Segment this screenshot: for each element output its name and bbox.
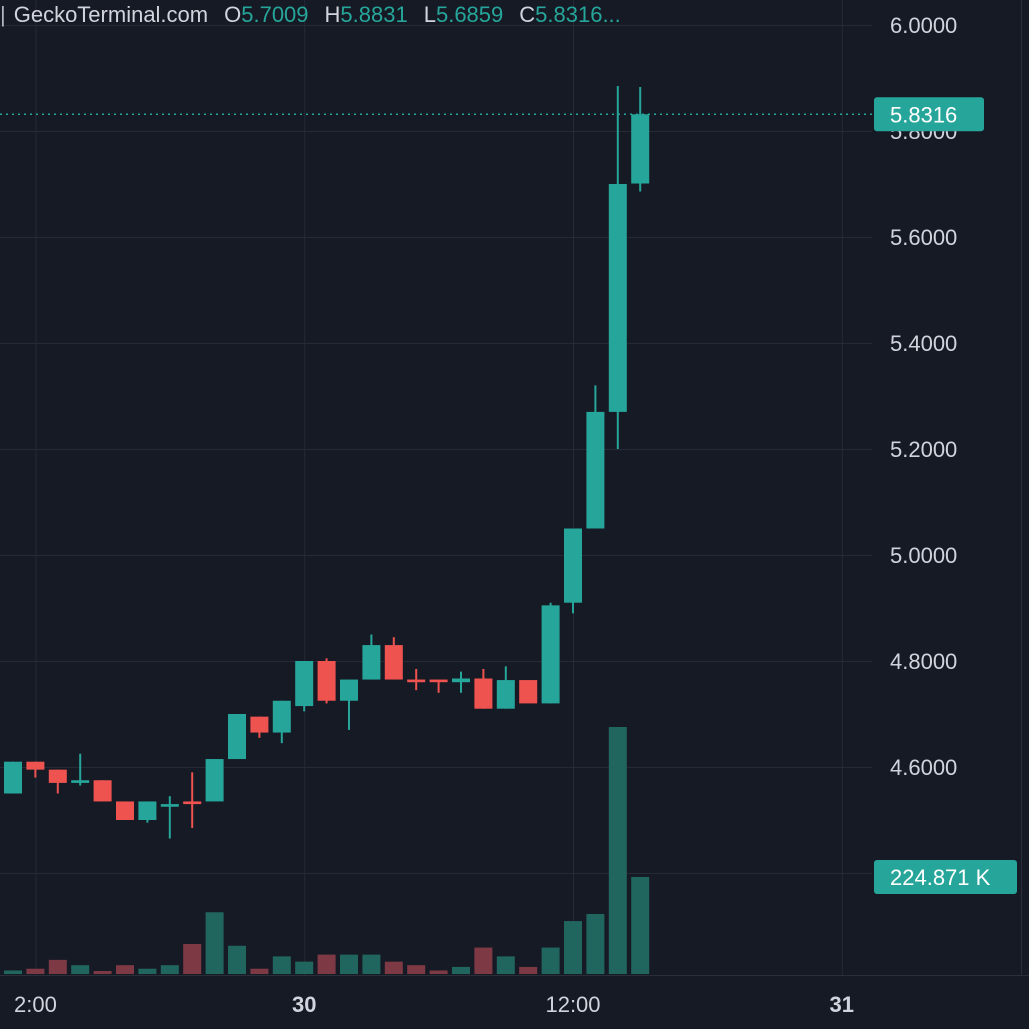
source-label: GeckoTerminal.com: [13, 2, 209, 27]
volume-bar-up: [160, 965, 179, 974]
volume-bar-down: [26, 968, 45, 974]
x-tick-label: 2:00: [14, 992, 57, 1017]
y-tick-label: 5.0000: [890, 543, 957, 568]
volume-bar-up: [205, 912, 224, 974]
candle-body-up: [631, 114, 650, 184]
candle-body-down: [93, 780, 112, 802]
candle-body-down: [317, 661, 336, 701]
candle-body-up: [71, 780, 90, 783]
volume-bar-down: [250, 968, 269, 974]
candle-body-up: [272, 700, 291, 733]
candle-body-down: [474, 678, 493, 709]
last-price-badge: [874, 97, 984, 132]
volume-bar-up: [340, 954, 358, 974]
volume-bar-down: [317, 954, 336, 974]
open-label: O: [224, 2, 242, 27]
volume-bar-down: [183, 944, 202, 974]
volume-bar-up: [586, 914, 605, 974]
candle-body-down: [407, 679, 426, 683]
candle-body-up: [564, 528, 582, 603]
candle-body-up: [496, 680, 515, 709]
candle-body-up: [160, 804, 179, 807]
candle-body-down: [116, 801, 134, 820]
volume-bar-up: [564, 921, 582, 974]
candle-body-down: [26, 761, 45, 770]
volume-bar-up: [452, 966, 470, 974]
volume-bar-up: [362, 954, 381, 974]
volume-bar-down: [519, 966, 538, 974]
last-price-label: 5.8316: [890, 102, 957, 127]
candle-body-down: [384, 645, 403, 680]
volume-bar-down: [384, 961, 403, 974]
volume-bar-down: [474, 947, 493, 974]
volume-bar-up: [71, 965, 90, 974]
volume-bar-down: [48, 959, 67, 974]
volume-bar-down: [116, 965, 134, 974]
candle-body-up: [4, 761, 22, 794]
low-value: 5.6859: [435, 2, 504, 27]
y-tick-label: 4.8000: [890, 649, 957, 674]
ohlc-header: | GeckoTerminal.com O 5.7009 H 5.8831 L …: [0, 0, 621, 30]
candle-body-up: [138, 801, 157, 820]
x-tick-label: 30: [292, 992, 316, 1017]
volume-label: 224.871 K: [890, 865, 991, 890]
low-label: L: [423, 2, 436, 27]
candle-body-down: [48, 769, 67, 783]
y-tick-label: 5.4000: [890, 331, 957, 356]
candle-body-up: [452, 678, 470, 683]
candle-body-up: [608, 184, 627, 412]
volume-bar-down: [429, 970, 448, 974]
y-tick-label: 5.2000: [890, 437, 957, 462]
candle-body-up: [295, 661, 314, 707]
candle-body-up: [340, 679, 358, 701]
candle-body-down: [429, 679, 448, 683]
close-label: C: [519, 2, 536, 27]
candle-body-up: [541, 605, 560, 704]
candle-body-up: [362, 645, 381, 680]
high-label: H: [324, 2, 341, 27]
candle-body-up: [586, 411, 605, 529]
volume-bar-up: [295, 961, 314, 974]
y-tick-label: 6.0000: [890, 13, 957, 38]
candle-body-down: [183, 801, 202, 805]
volume-bar-down: [407, 965, 426, 974]
x-tick-label: 31: [830, 992, 854, 1017]
volume-bar-up: [4, 970, 22, 974]
volume-bar-up: [541, 947, 560, 974]
candle-body-down: [250, 716, 269, 733]
close-value: 5.8316...: [535, 2, 621, 27]
open-value: 5.7009: [241, 2, 309, 27]
volume-badge: [874, 860, 1017, 894]
y-tick-label: 5.6000: [890, 225, 957, 250]
high-value: 5.8831: [340, 2, 408, 27]
x-tick-label: 12:00: [545, 992, 600, 1017]
volume-bar-up: [608, 727, 627, 974]
y-tick-label: 4.6000: [890, 755, 957, 780]
volume-bar-up: [138, 968, 157, 974]
volume-bar-up: [631, 876, 650, 974]
candle-body-up: [205, 759, 224, 802]
candle-body-up: [228, 714, 246, 760]
volume-bar-up: [228, 945, 246, 974]
header-separator: |: [0, 2, 6, 27]
volume-bar-up: [496, 956, 515, 974]
candle-body-down: [519, 680, 538, 704]
volume-bar-up: [272, 956, 291, 974]
volume-bar-down: [93, 971, 112, 974]
